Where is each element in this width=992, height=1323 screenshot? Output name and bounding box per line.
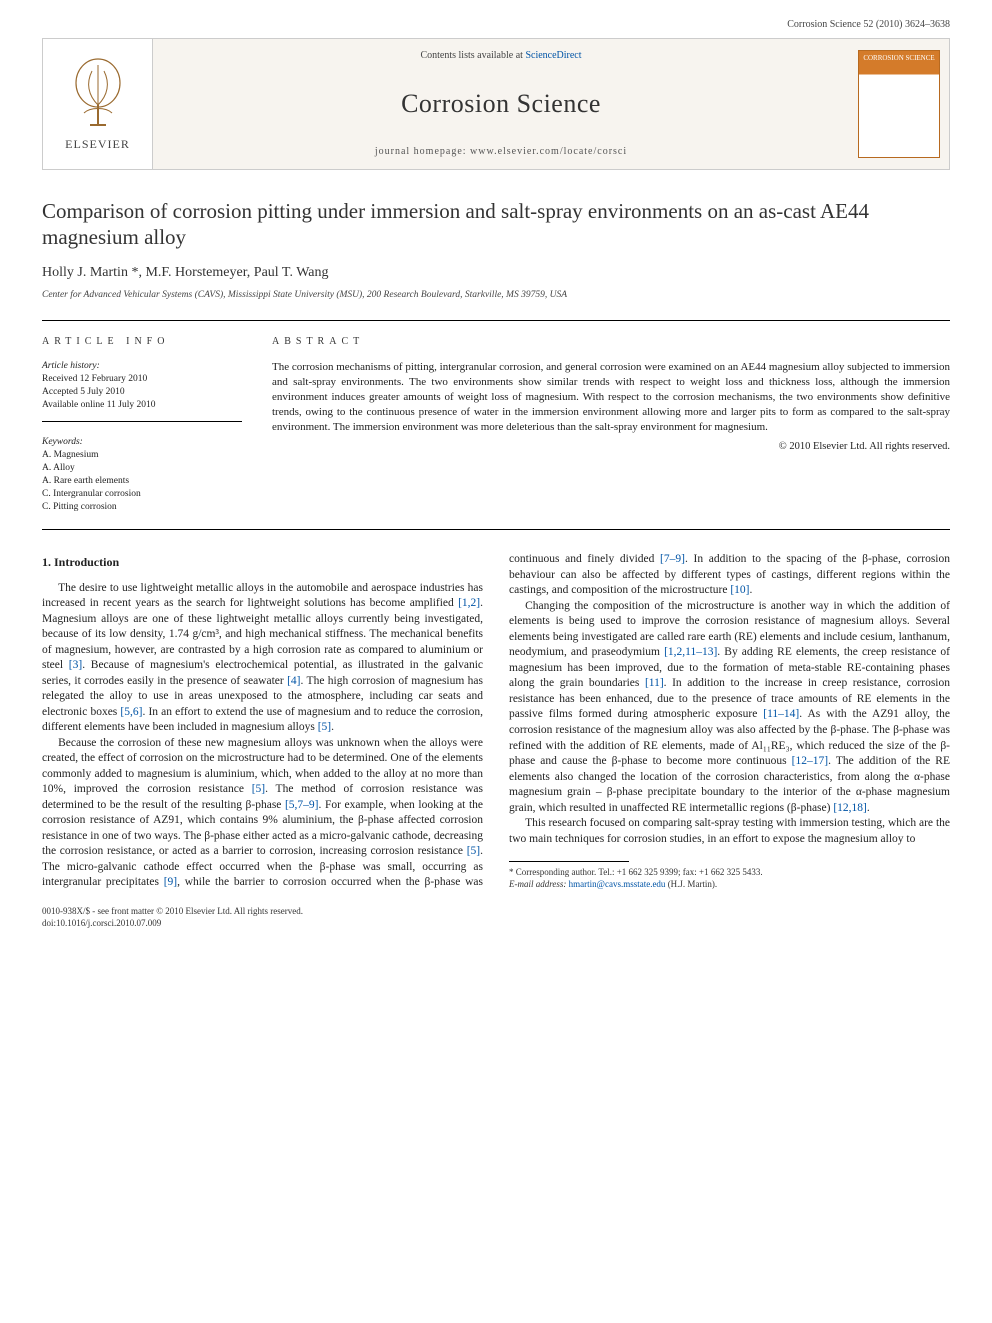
body-paragraph: The desire to use lightweight metallic a… — [42, 581, 483, 736]
corresponding-author-footnote: * Corresponding author. Tel.: +1 662 325… — [509, 866, 950, 890]
citation-link[interactable]: [10] — [730, 584, 749, 596]
citation-link[interactable]: [12–17] — [792, 755, 828, 767]
homepage-prefix: journal homepage: — [375, 146, 470, 157]
homepage-line: journal homepage: www.elsevier.com/locat… — [375, 145, 627, 159]
text-run: The desire to use lightweight metallic a… — [42, 582, 483, 610]
footnote-separator — [509, 861, 629, 862]
homepage-url: www.elsevier.com/locate/corsci — [470, 146, 627, 157]
citation-link[interactable]: [4] — [287, 675, 300, 687]
email-link[interactable]: hmartin@cavs.msstate.edu — [569, 879, 666, 889]
email-label: E-mail address: — [509, 879, 566, 889]
email-suffix: (H.J. Martin). — [665, 879, 717, 889]
author-names: Holly J. Martin *, M.F. Horstemeyer, Pau… — [42, 265, 329, 280]
article-info-left: ARTICLE INFO Article history: Received 1… — [42, 335, 242, 514]
abstract-copyright: © 2010 Elsevier Ltd. All rights reserved… — [272, 440, 950, 454]
citation-link[interactable]: [1,2] — [458, 597, 480, 609]
keyword: A. Alloy — [42, 462, 242, 475]
footnote-line: * Corresponding author. Tel.: +1 662 325… — [509, 866, 950, 878]
text-run: . — [331, 721, 334, 733]
citation-link[interactable]: [9] — [164, 876, 177, 888]
contents-prefix: Contents lists available at — [420, 50, 525, 61]
page-footer: 0010-938X/$ - see front matter © 2010 El… — [42, 905, 950, 929]
article-history: Article history: Received 12 February 20… — [42, 360, 242, 422]
footer-left: 0010-938X/$ - see front matter © 2010 El… — [42, 905, 303, 929]
article-title: Comparison of corrosion pitting under im… — [42, 198, 950, 251]
abstract-header: ABSTRACT — [272, 335, 950, 349]
citation-link[interactable]: [3] — [69, 659, 82, 671]
journal-title: Corrosion Science — [401, 86, 601, 121]
history-line: Accepted 5 July 2010 — [42, 386, 242, 399]
journal-masthead: ELSEVIER Contents lists available at Sci… — [42, 38, 950, 170]
abstract-text: The corrosion mechanisms of pitting, int… — [272, 360, 950, 434]
citation-link[interactable]: [11] — [645, 677, 664, 689]
journal-cover-thumb: CORROSION SCIENCE — [858, 50, 940, 158]
body-columns: 1. Introduction The desire to use lightw… — [42, 552, 950, 891]
keyword: A. Rare earth elements — [42, 475, 242, 488]
history-label: Article history: — [42, 360, 242, 373]
citation-link[interactable]: [11–14] — [763, 708, 799, 720]
citation-link[interactable]: [7–9] — [660, 553, 685, 565]
keywords-label: Keywords: — [42, 436, 242, 449]
citation-link[interactable]: [5] — [467, 845, 480, 857]
affiliation: Center for Advanced Vehicular Systems (C… — [42, 289, 950, 302]
footer-line: 0010-938X/$ - see front matter © 2010 El… — [42, 905, 303, 917]
sciencedirect-link[interactable]: ScienceDirect — [525, 50, 581, 61]
footer-line: doi:10.1016/j.corsci.2010.07.009 — [42, 917, 303, 929]
publisher-label: ELSEVIER — [65, 136, 130, 152]
text-run: This research focused on comparing salt-… — [509, 817, 950, 845]
running-header: Corrosion Science 52 (2010) 3624–3638 — [42, 18, 950, 32]
article-info-block: ARTICLE INFO Article history: Received 1… — [42, 320, 950, 531]
text-run: . — [750, 584, 753, 596]
text-run: corrosion resistance — [370, 845, 466, 857]
abstract-block: ABSTRACT The corrosion mechanisms of pit… — [272, 335, 950, 514]
contents-line: Contents lists available at ScienceDirec… — [420, 49, 581, 63]
citation-link[interactable]: [5,7–9] — [285, 799, 319, 811]
publisher-logo-cell: ELSEVIER — [43, 39, 153, 169]
citation-link[interactable]: [5] — [252, 783, 265, 795]
keyword: C. Intergranular corrosion — [42, 488, 242, 501]
history-line: Available online 11 July 2010 — [42, 399, 242, 412]
citation-link[interactable]: [12,18] — [833, 802, 867, 814]
journal-cover-cell: CORROSION SCIENCE — [849, 39, 949, 169]
keywords-block: Keywords: A. Magnesium A. Alloy A. Rare … — [42, 436, 242, 513]
article-info-header: ARTICLE INFO — [42, 335, 242, 349]
citation-link[interactable]: [5] — [318, 721, 331, 733]
history-line: Received 12 February 2010 — [42, 373, 242, 386]
journal-cover-title: CORROSION SCIENCE — [863, 54, 935, 63]
citation-link[interactable]: [5,6] — [120, 706, 142, 718]
footnote-line: E-mail address: hmartin@cavs.msstate.edu… — [509, 878, 950, 890]
masthead-center: Contents lists available at ScienceDirec… — [153, 39, 849, 169]
text-run: . — [867, 802, 870, 814]
body-paragraph: This research focused on comparing salt-… — [509, 816, 950, 847]
body-paragraph: Changing the composition of the microstr… — [509, 599, 950, 816]
citation-link[interactable]: [1,2,11–13] — [664, 646, 717, 658]
author-list: Holly J. Martin *, M.F. Horstemeyer, Pau… — [42, 264, 950, 283]
keyword: C. Pitting corrosion — [42, 501, 242, 514]
elsevier-tree-icon — [68, 55, 128, 130]
section-heading: 1. Introduction — [42, 554, 483, 570]
keyword: A. Magnesium — [42, 449, 242, 462]
